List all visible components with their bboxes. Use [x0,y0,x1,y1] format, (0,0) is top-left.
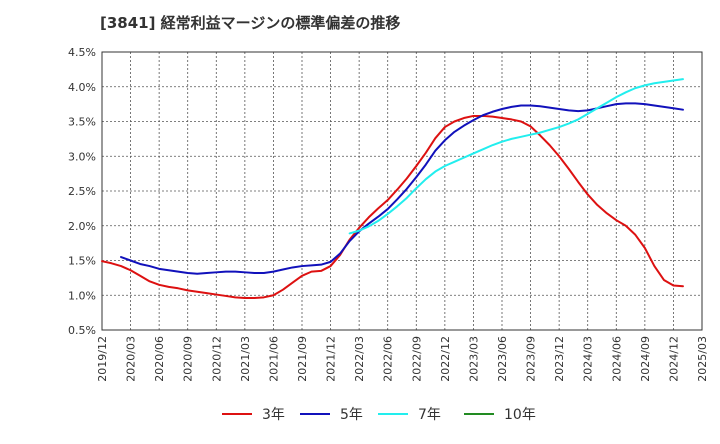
x-tick-label: 2023/09 [525,336,538,382]
series-line-3年 [101,114,684,300]
x-tick-label: 2020/03 [125,336,138,382]
x-tick-label: 2021/12 [325,336,338,382]
y-tick-label: 4.5% [68,46,96,59]
plot-border [101,51,703,331]
y-tick-label: 2.0% [68,220,96,233]
x-tick-label: 2023/03 [467,336,480,382]
y-tick-label: 3.5% [68,116,96,129]
y-tick-label: 2.5% [68,185,96,198]
x-tick-label: 2025/03 [696,336,709,382]
x-tick-label: 2022/06 [382,336,395,382]
x-tick-label: 2020/09 [182,336,195,382]
y-tick-label: 0.5% [68,324,96,337]
series-line-5年 [120,102,684,275]
x-tick-label: 2024/09 [639,336,652,382]
legend-label: 7年 [418,407,441,423]
x-tick-label: 2020/12 [210,336,223,382]
x-tick-label: 2022/09 [410,336,423,382]
y-tick-label: 4.0% [68,81,96,94]
x-tick-label: 2020/06 [153,336,166,382]
legend-label: 5年 [340,407,363,423]
legend-label: 3年 [262,407,285,423]
x-tick-label: 2022/12 [439,336,452,382]
chart-title: [3841] 経常利益マージンの標準偏差の推移 [100,14,401,32]
x-tick-label: 2021/06 [267,336,280,382]
y-tick-label: 1.0% [68,289,96,302]
y-tick-label: 3.0% [68,150,96,163]
x-tick-label: 2023/12 [553,336,566,382]
x-tick-label: 2022/03 [353,336,366,382]
x-tick-label: 2023/06 [496,336,509,382]
x-tick-label: 2024/03 [582,336,595,382]
series-line-7年 [348,78,684,235]
x-tick-label: 2021/09 [296,336,309,382]
x-tick-label: 2019/12 [96,336,109,382]
legend-label: 10年 [504,407,536,423]
x-tick-label: 2021/03 [239,336,252,382]
x-tick-label: 2024/06 [610,336,623,382]
x-tick-label: 2024/12 [667,336,680,382]
y-tick-label: 1.5% [68,255,96,268]
